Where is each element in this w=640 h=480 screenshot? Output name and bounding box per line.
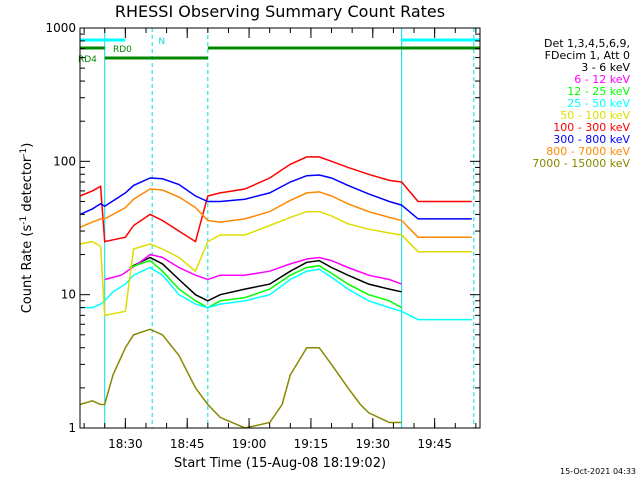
x-tick-label: 19:30 (355, 437, 390, 451)
series-line-2 (104, 253, 402, 285)
x-tick-label: 19:15 (294, 437, 329, 451)
legend-entry-7: 300 - 800 keV (553, 133, 630, 146)
legend-entry-6: 100 - 300 keV (553, 121, 630, 134)
series-line-5 (79, 210, 472, 317)
rd4-label: RD4 (78, 55, 97, 65)
series-line-1 (129, 256, 402, 302)
night-label: N (158, 37, 165, 47)
legend-header-2: FDecim 1, Att 0 (545, 49, 630, 62)
legend-entry-4: 25 - 50 keV (567, 97, 630, 110)
series-line-3 (129, 259, 402, 309)
x-tick-label: 18:45 (170, 437, 205, 451)
y-label-part-2: detector (20, 156, 35, 216)
y-label-part-3: ) (20, 143, 35, 148)
y-tick-label: 1000 (45, 21, 76, 35)
legend-entry-9: 7000 - 15000 keV (532, 157, 630, 170)
timestamp: 15-Oct-2021 04:33 (560, 467, 636, 476)
rd0-label: RD0 (113, 45, 132, 55)
legend-entry-8: 800 - 7000 keV (546, 145, 630, 158)
y-tick-label: 10 (61, 288, 76, 302)
legend-entry-3: 12 - 25 keV (567, 85, 630, 98)
x-axis-label: Start Time (15-Aug-08 18:19:02) (174, 456, 386, 471)
x-axis: 18:30 18:45 19:00 19:15 19:30 19:45 (83, 28, 477, 451)
y-label-part-1: Count Rate (s (20, 225, 35, 314)
x-tick-label: 19:00 (232, 437, 267, 451)
legend-header-1: Det 1,3,4,5,6,9, (544, 37, 630, 50)
legend: Det 1,3,4,5,6,9, FDecim 1, Att 0 3 - 6 k… (532, 37, 630, 170)
legend-entry-2: 6 - 12 keV (574, 73, 630, 86)
y-axis-label: Count Rate (s-1 detector-1) (19, 143, 35, 314)
legend-entry-1: 3 - 6 keV (581, 61, 630, 74)
y-label-exp-1: -1 (19, 216, 29, 225)
series-line-7 (79, 174, 472, 220)
series-line-4 (80, 266, 472, 321)
chart-title: RHESSI Observing Summary Count Rates (115, 2, 445, 21)
series-line-9 (79, 328, 402, 429)
y-tick-label: 100 (53, 154, 76, 168)
x-tick-label: 19:45 (417, 437, 452, 451)
plot-frame (79, 27, 481, 429)
series-line-6 (79, 156, 472, 243)
y-axis: 1 10 100 1000 (45, 21, 480, 435)
x-tick-label: 18:30 (108, 437, 143, 451)
y-label-exp-2: -1 (19, 148, 29, 157)
y-tick-label: 1 (68, 421, 76, 435)
series-line-8 (79, 188, 472, 238)
legend-entry-5: 50 - 100 keV (560, 109, 630, 122)
plot-area: RD0 RD4 N (78, 28, 480, 429)
